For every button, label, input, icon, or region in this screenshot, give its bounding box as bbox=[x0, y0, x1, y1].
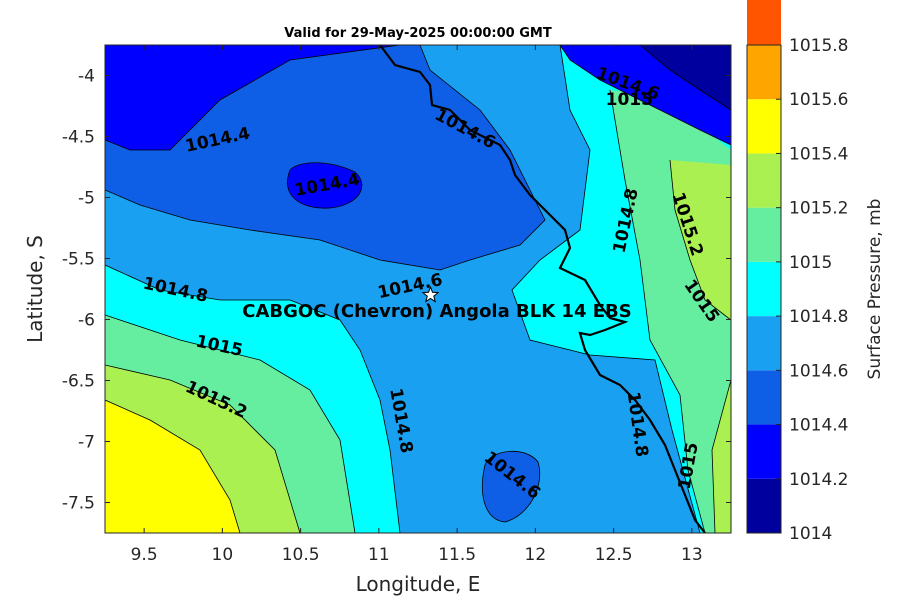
site-label: CABGOC (Chevron) Angola BLK 14 EBS bbox=[242, 301, 631, 322]
y-axis-ticks: -4 -4.5 -5 -5.5 -6 -6.5 -7 -7.5 bbox=[62, 67, 731, 514]
x-tick-label: 11 bbox=[368, 545, 390, 565]
colorbar-label: Surface Pressure, mb bbox=[865, 199, 885, 380]
x-tick-label: 12 bbox=[525, 545, 547, 565]
colorbar-tick-label: 1015.4 bbox=[789, 144, 848, 164]
x-axis-ticks: 9.5 10 10.5 11 11.5 12 12.5 13 bbox=[131, 45, 703, 565]
contour-fill-1014-2-island bbox=[287, 162, 362, 209]
colorbar-tick-label: 1015.8 bbox=[789, 36, 848, 56]
contour-fill-1015-2-se bbox=[712, 380, 731, 533]
contour-plot-area bbox=[105, 45, 731, 533]
y-tick-label: -7 bbox=[78, 433, 95, 453]
contour-fill-1015-4-west bbox=[105, 400, 240, 533]
contour-label: 1015 bbox=[606, 90, 653, 110]
site-marker-star bbox=[421, 285, 440, 303]
colorbar-tick-label: 1014.6 bbox=[789, 361, 848, 381]
y-tick-label: -5 bbox=[78, 189, 95, 209]
contour-fill-1014-4-south bbox=[482, 451, 540, 522]
x-axis-label: Longitude, E bbox=[356, 572, 481, 596]
colorbar-tick-label: 1014.2 bbox=[789, 470, 848, 490]
colorbar-band bbox=[747, 207, 781, 262]
colorbar-band bbox=[747, 99, 781, 154]
y-axis-label: Latitude, S bbox=[23, 235, 47, 343]
chart-title: Valid for 29-May-2025 00:00:00 GMT bbox=[284, 26, 552, 41]
contour-lines bbox=[105, 45, 731, 533]
colorbar: 1014 1014.2 1014.4 1014.6 1014.8 1015 1015.2 10… bbox=[746, 0, 848, 544]
colorbar-tick-label: 1015.6 bbox=[789, 90, 848, 110]
x-tick-label: 13 bbox=[681, 545, 703, 565]
y-tick-label: -7.5 bbox=[62, 494, 95, 514]
y-tick-label: -4 bbox=[78, 67, 95, 87]
colorbar-band bbox=[747, 370, 781, 425]
x-tick-label: 10 bbox=[212, 545, 234, 565]
colorbar-band bbox=[747, 0, 781, 45]
contour-fill-1014-northeast bbox=[640, 45, 731, 110]
y-tick-label: -5.5 bbox=[62, 250, 95, 270]
x-tick-label: 10.5 bbox=[282, 545, 320, 565]
colorbar-tick-label: 1014 bbox=[789, 524, 832, 544]
plot-frame bbox=[104, 44, 732, 534]
colorbar-tick-label: 1014.8 bbox=[789, 307, 848, 327]
contour-fill-1014-2-north bbox=[105, 45, 400, 150]
x-tick-label: 11.5 bbox=[438, 545, 476, 565]
x-tick-label: 12.5 bbox=[595, 545, 633, 565]
colorbar-tick-label: 1015.2 bbox=[789, 199, 848, 219]
site-layer: CABGOC (Chevron) Angola BLK 14 EBS bbox=[242, 285, 632, 322]
colorbar-band bbox=[747, 316, 781, 371]
colorbar-band bbox=[747, 153, 781, 208]
x-tick-label: 9.5 bbox=[131, 545, 158, 565]
colorbar-band bbox=[747, 424, 781, 479]
contour-fill-1015-2-east bbox=[670, 160, 731, 320]
colorbar-tick-label: 1015 bbox=[789, 253, 832, 273]
colorbar-tick-label: 1014.4 bbox=[789, 416, 848, 436]
y-tick-label: -6.5 bbox=[62, 372, 95, 392]
colorbar-frame bbox=[746, 44, 782, 534]
coastline bbox=[379, 45, 706, 533]
colorbar-band bbox=[747, 478, 781, 533]
y-tick-label: -6 bbox=[78, 311, 95, 331]
colorbar-band bbox=[747, 261, 781, 317]
colorbar-band bbox=[747, 45, 781, 100]
y-tick-label: -4.5 bbox=[62, 128, 95, 148]
